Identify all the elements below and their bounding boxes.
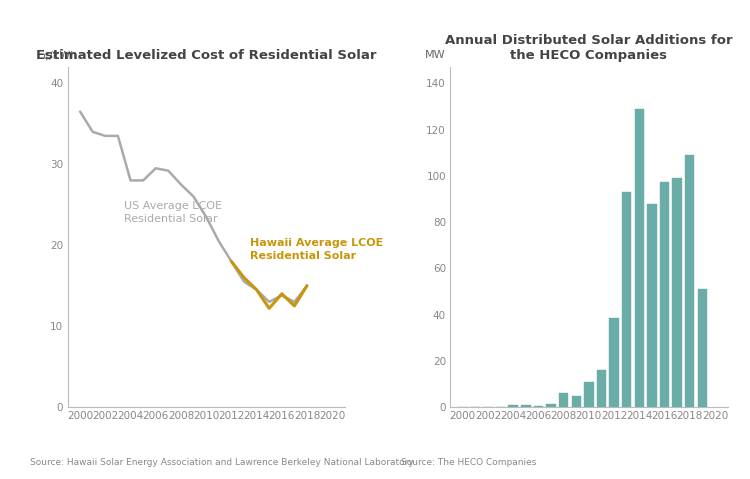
Bar <box>660 182 669 407</box>
Bar <box>521 405 530 407</box>
Bar <box>647 204 656 407</box>
Bar <box>609 318 619 407</box>
Bar <box>546 404 556 407</box>
Bar <box>672 178 682 407</box>
Text: MW: MW <box>425 50 445 60</box>
Text: Source: The HECO Companies: Source: The HECO Companies <box>401 457 537 467</box>
Bar <box>685 155 694 407</box>
Bar <box>584 382 593 407</box>
Bar <box>534 406 543 407</box>
Title: Annual Distributed Solar Additions for
the HECO Companies: Annual Distributed Solar Additions for t… <box>445 34 733 62</box>
Bar <box>509 405 518 407</box>
Bar <box>622 192 632 407</box>
Bar <box>634 109 644 407</box>
Bar <box>559 393 568 407</box>
Text: Hawaii Average LCOE
Residential Solar: Hawaii Average LCOE Residential Solar <box>251 238 383 261</box>
Text: Source: Hawaii Solar Energy Association and Lawrence Berkeley National Laborator: Source: Hawaii Solar Energy Association … <box>30 457 414 467</box>
Bar <box>572 396 581 407</box>
Title: Estimated Levelized Cost of Residential Solar: Estimated Levelized Cost of Residential … <box>36 49 376 62</box>
Text: ¢/kWh: ¢/kWh <box>43 50 78 60</box>
Bar <box>597 370 606 407</box>
Bar <box>698 289 707 407</box>
Text: US Average LCOE
Residential Solar: US Average LCOE Residential Solar <box>124 201 222 225</box>
